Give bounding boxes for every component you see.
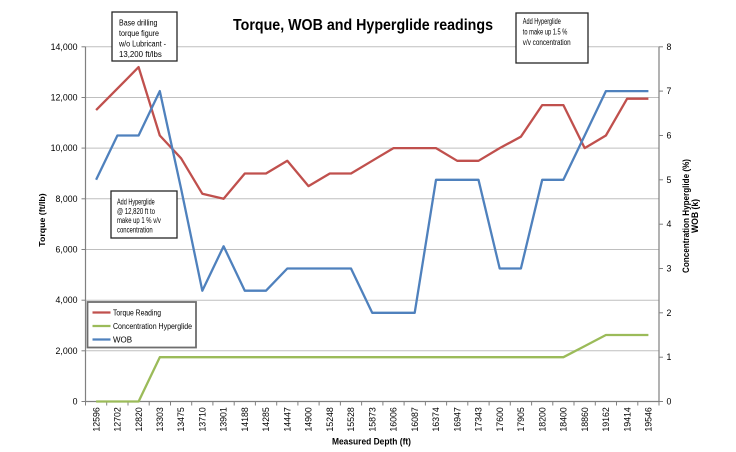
svg-text:Concentration Hyperglide (%): Concentration Hyperglide (%) xyxy=(681,159,691,273)
svg-text:4,000: 4,000 xyxy=(55,295,77,305)
svg-text:15528: 15528 xyxy=(346,407,356,432)
svg-text:12596: 12596 xyxy=(91,407,101,432)
svg-text:12,000: 12,000 xyxy=(51,93,78,103)
svg-text:19414: 19414 xyxy=(622,407,632,432)
svg-text:16374: 16374 xyxy=(431,407,441,432)
svg-text:WOB: WOB xyxy=(113,336,132,345)
svg-text:6,000: 6,000 xyxy=(55,245,77,255)
svg-text:19546: 19546 xyxy=(644,407,654,432)
svg-text:17343: 17343 xyxy=(474,407,484,432)
svg-text:13303: 13303 xyxy=(155,407,165,432)
svg-text:18860: 18860 xyxy=(580,407,590,432)
svg-text:10,000: 10,000 xyxy=(51,143,78,153)
svg-text:12820: 12820 xyxy=(134,407,144,432)
svg-text:v/v concentration: v/v concentration xyxy=(523,38,571,47)
svg-text:5: 5 xyxy=(667,175,672,185)
svg-text:18400: 18400 xyxy=(559,407,569,432)
svg-text:13710: 13710 xyxy=(198,407,208,432)
svg-text:make up 1 % v/v: make up 1 % v/v xyxy=(117,216,161,225)
svg-text:17600: 17600 xyxy=(495,407,505,432)
svg-text:Torque Reading: Torque Reading xyxy=(113,309,161,318)
svg-text:13,200 ft/lbs: 13,200 ft/lbs xyxy=(119,50,162,59)
svg-text:14,000: 14,000 xyxy=(51,42,78,52)
svg-text:3: 3 xyxy=(667,264,672,274)
svg-text:8,000: 8,000 xyxy=(55,194,77,204)
svg-text:0: 0 xyxy=(667,397,672,407)
svg-text:14447: 14447 xyxy=(282,407,292,432)
svg-text:Base drilling: Base drilling xyxy=(119,18,158,27)
svg-text:18200: 18200 xyxy=(537,407,547,432)
svg-text:Torque, WOB and Hyperglide rea: Torque, WOB and Hyperglide readings xyxy=(233,17,493,34)
svg-text:concentration: concentration xyxy=(117,226,153,235)
svg-text:Add Hyperglide: Add Hyperglide xyxy=(117,198,155,207)
svg-text:Torque (ft/lb): Torque (ft/lb) xyxy=(37,193,47,247)
svg-text:4: 4 xyxy=(667,219,672,229)
svg-text:13475: 13475 xyxy=(176,407,186,432)
svg-text:0: 0 xyxy=(73,397,78,407)
svg-text:17905: 17905 xyxy=(516,407,526,432)
svg-text:16087: 16087 xyxy=(410,407,420,432)
svg-text:14188: 14188 xyxy=(240,407,250,432)
svg-text:14285: 14285 xyxy=(261,407,271,432)
svg-text:WOB (k): WOB (k) xyxy=(690,199,700,233)
svg-text:7: 7 xyxy=(667,86,672,96)
svg-text:Concentration Hyperglide: Concentration Hyperglide xyxy=(113,322,192,331)
svg-text:w/o Lubricant -: w/o Lubricant - xyxy=(118,39,166,48)
svg-text:12702: 12702 xyxy=(113,407,123,432)
svg-text:14900: 14900 xyxy=(304,407,314,432)
svg-text:8: 8 xyxy=(667,42,672,52)
svg-text:13901: 13901 xyxy=(219,407,229,432)
svg-text:2,000: 2,000 xyxy=(55,346,77,356)
svg-text:torque figure: torque figure xyxy=(119,29,159,38)
svg-text:6: 6 xyxy=(667,131,672,141)
svg-text:2: 2 xyxy=(667,308,672,318)
svg-text:19162: 19162 xyxy=(601,407,611,432)
svg-text:15873: 15873 xyxy=(367,407,377,432)
svg-text:16006: 16006 xyxy=(389,407,399,432)
svg-text:Add Hyperglide: Add Hyperglide xyxy=(523,17,561,26)
svg-text:@ 12,820 ft to: @ 12,820 ft to xyxy=(117,207,156,216)
svg-text:to make up 1.5 %: to make up 1.5 % xyxy=(523,28,568,37)
svg-text:15248: 15248 xyxy=(325,407,335,432)
svg-text:1: 1 xyxy=(667,352,672,362)
svg-text:16947: 16947 xyxy=(452,407,462,432)
svg-text:Measured Depth (ft): Measured Depth (ft) xyxy=(332,437,411,447)
